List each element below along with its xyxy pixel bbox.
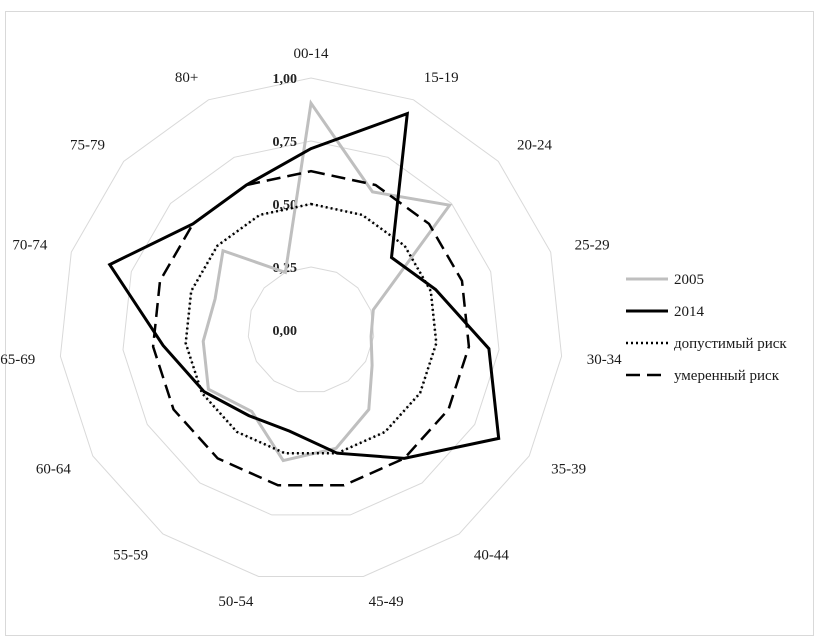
radial-tick-label: 0,00 (273, 324, 298, 339)
legend-label: умеренный риск (674, 368, 780, 384)
series-line (201, 99, 453, 463)
legend-label: допустимый риск (674, 336, 787, 352)
category-label: 20-24 (517, 138, 552, 154)
category-label: 35-39 (551, 462, 586, 478)
category-label: 50-54 (218, 594, 253, 610)
grid-ring (59, 77, 563, 577)
category-labels: 00-14 15-19 20-24 25-29 30-34 35-39 40-44 45-49… (0, 46, 622, 610)
category-label: 70-74 (12, 237, 47, 253)
category-label: 00-14 (294, 46, 329, 62)
category-label: 30-34 (587, 352, 622, 368)
grid-ring (185, 203, 437, 454)
category-label: 25-29 (575, 237, 610, 253)
legend-label: 2005 (674, 272, 704, 288)
series-lines (107, 99, 501, 487)
radial-tick-labels: 0,000,250,500,751,00 (273, 72, 298, 339)
radial-tick-label: 1,00 (273, 72, 298, 87)
chart-frame (5, 11, 814, 636)
radar-grid (59, 77, 563, 577)
category-label: 65-69 (0, 352, 35, 368)
radial-tick-label: 0,50 (273, 198, 298, 213)
series-line (151, 169, 471, 487)
legend-label: 2014 (674, 304, 705, 320)
grid-ring (247, 266, 375, 393)
category-label: 15-19 (424, 70, 459, 86)
category-label: 55-59 (113, 547, 148, 563)
radial-tick-label: 0,75 (273, 135, 298, 150)
category-label: 60-64 (36, 462, 71, 478)
series-line (184, 202, 438, 455)
legend: 2005 2014 допустимый риск умеренный риск (626, 272, 787, 384)
category-label: 75-79 (70, 138, 105, 154)
series-line (107, 111, 501, 460)
category-label: 40-44 (474, 547, 509, 563)
grid-ring (122, 140, 500, 516)
category-label: 80+ (175, 70, 198, 86)
category-label: 45-49 (369, 594, 404, 610)
